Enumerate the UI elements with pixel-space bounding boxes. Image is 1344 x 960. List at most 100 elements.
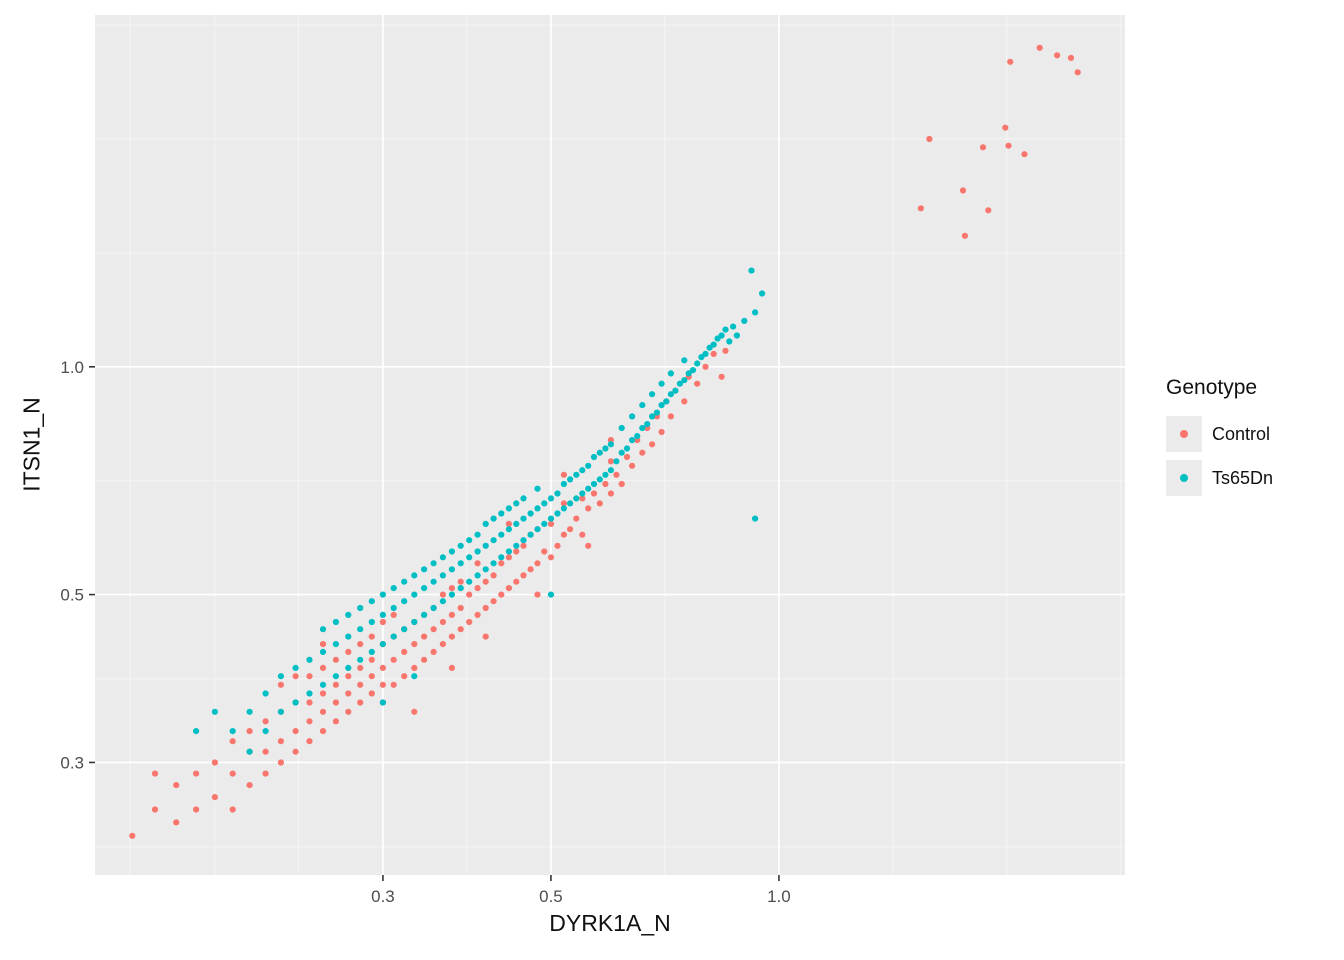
data-point-ts65dn [527,510,534,517]
data-point-ts65dn [498,510,505,517]
data-point-control [602,480,609,488]
data-point-ts65dn [629,437,636,444]
data-point-control [513,578,520,585]
data-point-ts65dn [401,578,408,585]
data-point-control [579,495,586,502]
data-point-ts65dn [579,467,586,474]
data-point-control [306,673,313,680]
data-point-control [466,591,473,598]
data-point-ts65dn [560,505,568,512]
data-point-control [262,770,269,777]
data-point-ts65dn [306,690,313,697]
data-point-control [262,748,269,755]
data-point-ts65dn [541,500,548,507]
legend-entry-ts65dn: Ts65Dn [1166,460,1273,496]
data-point-control [345,673,352,680]
data-point-ts65dn [520,515,527,522]
data-point-control [722,347,729,354]
data-point-control [246,782,253,789]
data-point-ts65dn [448,566,455,573]
data-point-control [345,690,352,697]
legend-label-ts65dn: Ts65Dn [1212,467,1274,488]
data-point-control [379,664,386,672]
data-point-control [482,633,489,640]
data-point-control [702,363,709,370]
data-point-ts65dn [602,471,609,478]
data-point-ts65dn [211,708,218,715]
data-point-control [613,471,620,478]
data-point-control [498,560,505,567]
data-point-ts65dn [448,591,455,598]
data-point-ts65dn [644,421,651,428]
data-point-control [520,542,527,549]
data-point-control [430,648,437,656]
data-point-ts65dn [560,480,568,488]
data-point-ts65dn [357,626,364,633]
data-point-control [421,656,428,663]
data-point-control [1002,124,1009,131]
data-point-ts65dn [710,341,717,348]
data-point-control [448,611,455,619]
data-point-control [390,656,397,663]
data-point-ts65dn [466,578,473,585]
data-point-control [306,738,313,745]
data-point-ts65dn [482,542,489,549]
data-point-ts65dn [379,611,386,619]
data-point-ts65dn [596,476,603,483]
data-point-control [541,548,548,555]
data-point-ts65dn [653,409,661,416]
data-point-ts65dn [319,626,327,633]
data-point-ts65dn [345,664,352,672]
data-point-control [368,656,375,663]
data-point-ts65dn [513,520,520,528]
data-point-control [151,806,159,813]
data-point-ts65dn [474,548,481,555]
y-axis-title: ITSN1_N [18,397,45,492]
data-point-control [527,566,534,573]
data-point-control [649,441,656,448]
data-point-ts65dn [527,531,534,538]
data-point-ts65dn [457,585,464,592]
data-point-ts65dn [357,604,364,612]
data-point-control [1005,142,1012,149]
data-point-ts65dn [649,413,656,420]
data-point-control [345,708,352,715]
data-point-control [379,681,386,688]
data-point-ts65dn [379,591,386,598]
data-point-ts65dn [439,598,446,605]
data-point-control [961,232,969,239]
data-point-control [332,656,339,663]
data-point-ts65dn [579,490,586,497]
data-point-ts65dn [573,495,580,502]
data-point-control [411,641,418,648]
data-point-ts65dn [411,618,418,626]
data-point-control [466,618,473,626]
data-point-ts65dn [490,537,497,544]
data-point-ts65dn [602,445,609,452]
data-point-control [246,728,253,735]
data-point-ts65dn [490,515,497,522]
data-point-control [1067,54,1075,62]
legend-entry-control: Control [1166,416,1273,452]
data-point-control [623,453,631,461]
data-point-ts65dn [590,453,598,461]
data-point-control [560,471,568,478]
data-point-control [421,633,428,640]
data-point-ts65dn [667,370,675,377]
data-point-control [211,759,218,766]
data-point-ts65dn [345,633,352,640]
data-point-ts65dn [482,520,489,528]
data-point-ts65dn [585,462,592,469]
data-point-control [658,428,665,436]
y-tick-label: 0.3 [60,753,84,772]
data-point-ts65dn [193,728,200,735]
x-tick-label: 0.3 [371,887,395,906]
data-point-ts65dn [748,267,755,274]
data-point-ts65dn [649,391,656,398]
data-point-ts65dn [430,604,437,612]
data-point-ts65dn [547,515,555,522]
data-point-ts65dn [379,699,386,706]
data-point-control [173,782,180,789]
data-point-ts65dn [567,476,574,483]
data-point-control [554,542,561,549]
